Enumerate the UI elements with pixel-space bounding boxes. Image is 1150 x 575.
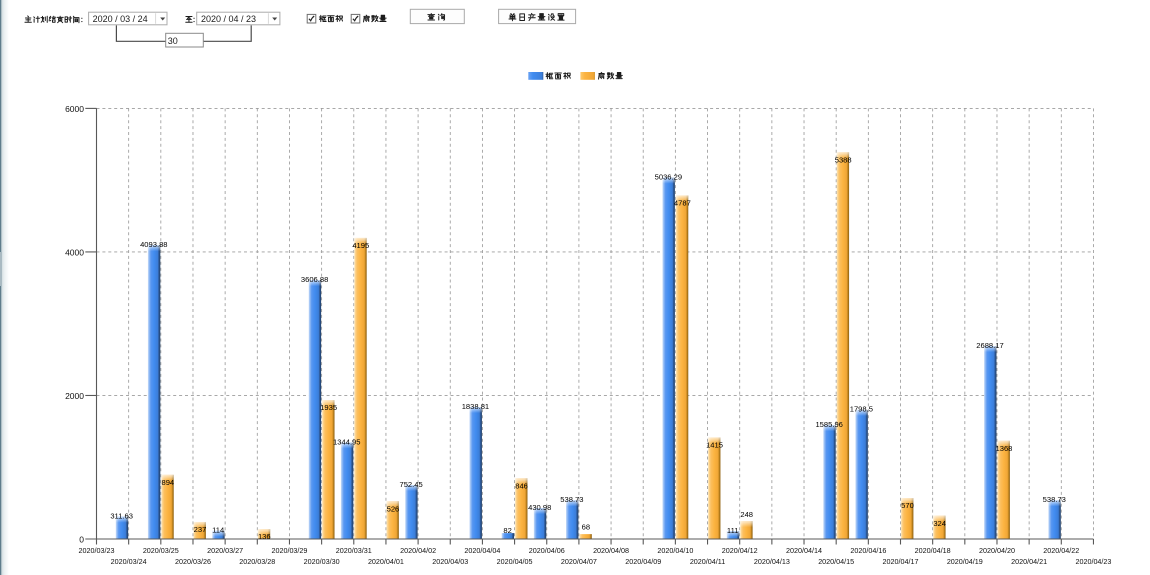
svg-text:311.63: 311.63 bbox=[110, 511, 133, 520]
svg-text:752.45: 752.45 bbox=[399, 480, 422, 489]
svg-text:2020/04/10: 2020/04/10 bbox=[657, 546, 693, 555]
svg-text:894: 894 bbox=[161, 478, 174, 487]
svg-text:538.73: 538.73 bbox=[1043, 495, 1066, 504]
svg-text:4000: 4000 bbox=[65, 247, 84, 257]
svg-text:2020/03/28: 2020/03/28 bbox=[239, 557, 275, 566]
svg-text:2020/04/19: 2020/04/19 bbox=[947, 557, 983, 566]
svg-text:2020/04/08: 2020/04/08 bbox=[593, 546, 629, 555]
svg-text:114: 114 bbox=[212, 526, 224, 535]
svg-text:2020/04/06: 2020/04/06 bbox=[529, 546, 565, 555]
svg-text:111: 111 bbox=[727, 526, 739, 535]
svg-text:82: 82 bbox=[503, 526, 511, 535]
svg-text:2020/03/31: 2020/03/31 bbox=[336, 546, 372, 555]
svg-text:2020/04/17: 2020/04/17 bbox=[883, 557, 919, 566]
svg-text:4093.88: 4093.88 bbox=[140, 240, 167, 249]
svg-text:1798.5: 1798.5 bbox=[850, 405, 873, 414]
svg-text:2020/03/30: 2020/03/30 bbox=[304, 557, 340, 566]
svg-text:1838.81: 1838.81 bbox=[462, 402, 489, 411]
svg-text:2020/04/18: 2020/04/18 bbox=[915, 546, 951, 555]
svg-text:570: 570 bbox=[901, 501, 914, 510]
svg-text:2020/04/15: 2020/04/15 bbox=[818, 557, 854, 566]
svg-text:5036.29: 5036.29 bbox=[655, 172, 682, 181]
svg-text:1368: 1368 bbox=[996, 444, 1013, 453]
svg-text:30: 30 bbox=[168, 36, 178, 46]
svg-text:2020/04/01: 2020/04/01 bbox=[368, 557, 404, 566]
svg-text:2020/04/03: 2020/04/03 bbox=[432, 557, 468, 566]
svg-text:6000: 6000 bbox=[65, 104, 84, 114]
svg-text:2020/04/09: 2020/04/09 bbox=[625, 557, 661, 566]
svg-text:0: 0 bbox=[79, 535, 84, 545]
svg-text:2020 / 03 / 24: 2020 / 03 / 24 bbox=[93, 14, 148, 24]
svg-text:1935: 1935 bbox=[320, 403, 337, 412]
svg-text:2020/03/24: 2020/03/24 bbox=[111, 557, 147, 566]
svg-text:2020/04/05: 2020/04/05 bbox=[497, 557, 533, 566]
svg-text:846: 846 bbox=[515, 481, 528, 490]
svg-text:1415: 1415 bbox=[706, 440, 723, 449]
svg-text:1585.96: 1585.96 bbox=[815, 420, 842, 429]
svg-text:2020/04/07: 2020/04/07 bbox=[561, 557, 597, 566]
svg-text:4787: 4787 bbox=[674, 198, 691, 207]
svg-text:2688.17: 2688.17 bbox=[976, 341, 1003, 350]
svg-text:430.98: 430.98 bbox=[528, 503, 551, 512]
svg-text:2020/04/12: 2020/04/12 bbox=[722, 546, 758, 555]
svg-text:2020/04/14: 2020/04/14 bbox=[786, 546, 822, 555]
svg-text:2020/03/23: 2020/03/23 bbox=[79, 546, 115, 555]
svg-text:68: 68 bbox=[582, 523, 590, 532]
svg-text:4195: 4195 bbox=[352, 241, 369, 250]
svg-text:2020/04/11: 2020/04/11 bbox=[690, 557, 725, 566]
svg-text:526: 526 bbox=[387, 504, 400, 513]
svg-text:2020/04/02: 2020/04/02 bbox=[400, 546, 436, 555]
svg-text:2020/04/20: 2020/04/20 bbox=[979, 546, 1015, 555]
svg-text:136: 136 bbox=[258, 532, 271, 541]
svg-text:2020/04/23: 2020/04/23 bbox=[1075, 557, 1111, 566]
svg-text:2020/03/27: 2020/03/27 bbox=[207, 546, 243, 555]
svg-text:5388: 5388 bbox=[835, 155, 852, 164]
svg-text:3606.88: 3606.88 bbox=[301, 275, 328, 284]
svg-text:2020/04/04: 2020/04/04 bbox=[464, 546, 500, 555]
svg-text:237: 237 bbox=[194, 525, 207, 534]
svg-text:2000: 2000 bbox=[65, 391, 84, 401]
svg-text:2020/04/21: 2020/04/21 bbox=[1011, 557, 1047, 566]
svg-text:2020/04/13: 2020/04/13 bbox=[754, 557, 790, 566]
svg-text:1344.95: 1344.95 bbox=[333, 437, 360, 446]
svg-text:2020/04/22: 2020/04/22 bbox=[1043, 546, 1079, 555]
svg-text:2020/03/25: 2020/03/25 bbox=[143, 546, 179, 555]
svg-text:324: 324 bbox=[933, 519, 946, 528]
svg-text:2020/03/29: 2020/03/29 bbox=[271, 546, 307, 555]
svg-text:2020/03/26: 2020/03/26 bbox=[175, 557, 211, 566]
svg-text:538.73: 538.73 bbox=[560, 495, 583, 504]
svg-text:248: 248 bbox=[740, 510, 753, 519]
svg-text:2020 / 04 / 23: 2020 / 04 / 23 bbox=[201, 14, 256, 24]
svg-text:2020/04/16: 2020/04/16 bbox=[850, 546, 886, 555]
